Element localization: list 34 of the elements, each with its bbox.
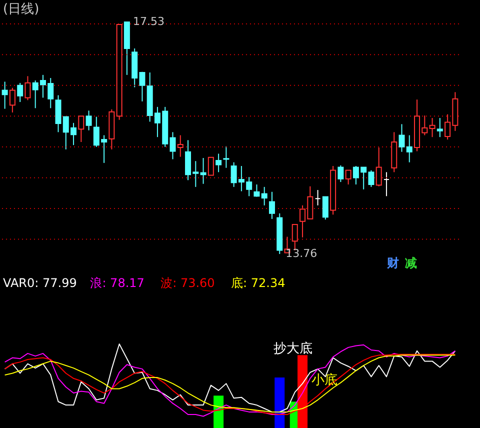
annotation: 13.76	[286, 247, 318, 260]
candlestick	[9, 87, 16, 113]
annotation: 17.53	[132, 15, 164, 28]
candlestick	[216, 153, 222, 173]
text: 底: 72.34	[231, 276, 286, 290]
candlestick	[177, 134, 184, 158]
text: 减	[405, 256, 417, 270]
candlestick	[429, 118, 436, 138]
candlestick	[376, 147, 382, 187]
candlestick	[223, 146, 230, 168]
text: 波: 73.60	[160, 276, 215, 290]
text: VAR0: 77.99	[3, 276, 77, 290]
candlestick	[24, 76, 31, 101]
candlestick	[268, 191, 275, 220]
candlestick	[345, 170, 352, 185]
candlestick	[208, 156, 214, 176]
candlestick	[170, 132, 176, 160]
candlestick	[17, 82, 24, 102]
candlestick	[2, 81, 8, 110]
candlestick	[314, 190, 321, 206]
candlestick	[436, 118, 443, 138]
candlestick	[383, 172, 390, 197]
text: 财	[386, 256, 399, 270]
candlestick	[86, 110, 92, 131]
chart-title: (日线)	[3, 2, 40, 17]
candlestick	[261, 186, 268, 206]
candlestick	[322, 196, 328, 220]
candlestick	[338, 164, 344, 182]
text: 浪: 78.17	[90, 276, 144, 290]
annotation: 小底	[312, 373, 338, 388]
candlestick	[200, 158, 206, 184]
candlestick	[78, 116, 84, 142]
annotation: 抄大底	[274, 342, 313, 357]
candlestick	[254, 184, 260, 198]
